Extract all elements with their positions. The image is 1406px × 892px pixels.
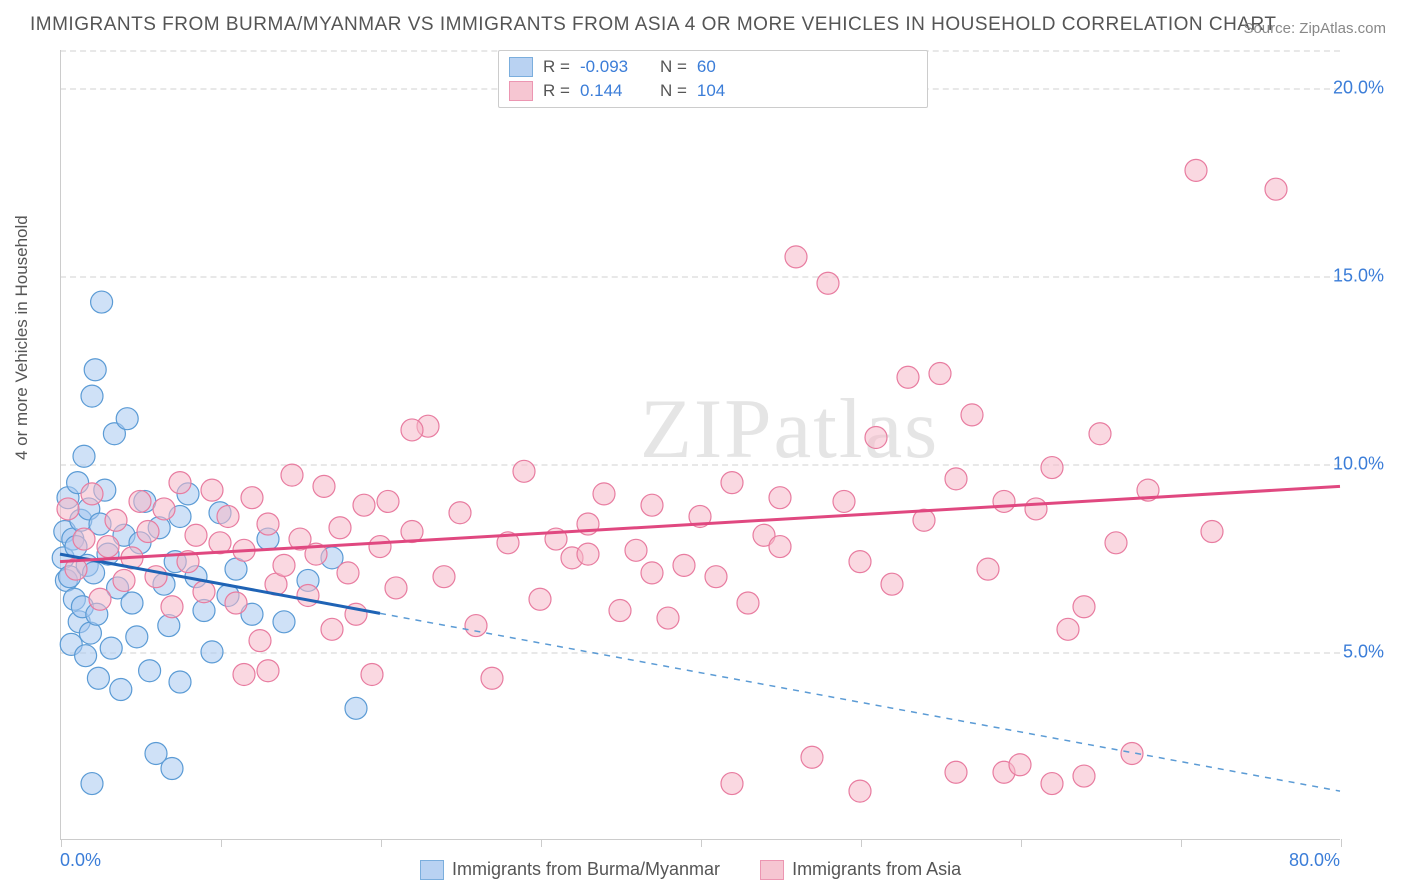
swatch-series-1 [509, 57, 533, 77]
swatch-series-1-bottom [420, 860, 444, 880]
stat-r-label: R = [543, 57, 570, 77]
stats-legend: R = -0.093 N = 60 R = 0.144 N = 104 [498, 50, 928, 108]
stat-r-label-2: R = [543, 81, 570, 101]
stat-n-label: N = [660, 57, 687, 77]
bottom-legend: Immigrants from Burma/Myanmar Immigrants… [420, 859, 961, 880]
stat-n-label-2: N = [660, 81, 687, 101]
legend-item-2: Immigrants from Asia [760, 859, 961, 880]
swatch-series-2 [509, 81, 533, 101]
stats-row-1: R = -0.093 N = 60 [509, 55, 917, 79]
source-label: Source: ZipAtlas.com [1243, 20, 1386, 37]
swatch-series-2-bottom [760, 860, 784, 880]
y-axis-label: 4 or more Vehicles in Household [12, 215, 32, 460]
legend-label-1: Immigrants from Burma/Myanmar [452, 859, 720, 880]
chart-title: IMMIGRANTS FROM BURMA/MYANMAR VS IMMIGRA… [30, 14, 1277, 36]
stat-n-val-1: 60 [697, 57, 767, 77]
legend-label-2: Immigrants from Asia [792, 859, 961, 880]
scatter-plot [60, 50, 1340, 840]
stat-r-val-2: 0.144 [580, 81, 650, 101]
stats-row-2: R = 0.144 N = 104 [509, 79, 917, 103]
stat-n-val-2: 104 [697, 81, 767, 101]
stat-r-val-1: -0.093 [580, 57, 650, 77]
legend-item-1: Immigrants from Burma/Myanmar [420, 859, 720, 880]
